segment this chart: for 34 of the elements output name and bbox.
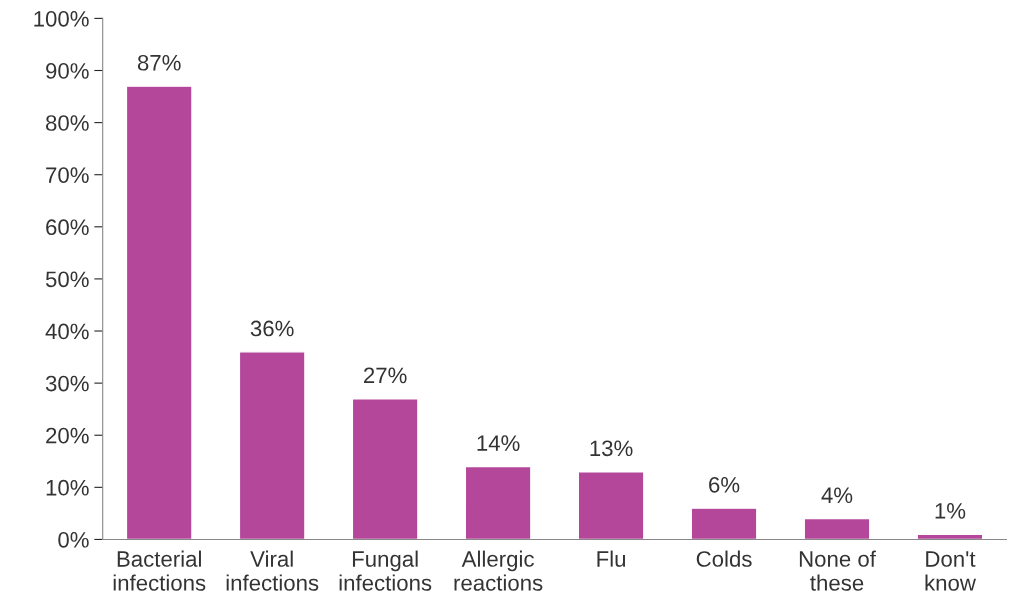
y-tick-label: 30% (45, 375, 89, 392)
data-label: 14% (477, 435, 520, 451)
data-label: 87% (137, 54, 181, 71)
y-tick-label: 20% (46, 427, 89, 444)
x-tick-label: Colds (696, 550, 752, 567)
x-tick-label: Allergic reactions (454, 550, 543, 591)
y-tick-label: 40% (45, 323, 89, 340)
bar (125, 85, 193, 540)
data-label: 1% (935, 503, 966, 519)
y-tick-label: 70% (46, 167, 89, 183)
y-tick-label: 60% (46, 219, 89, 236)
data-label: 36% (250, 320, 294, 337)
data-label: 13% (590, 440, 633, 457)
y-tick-label: 80% (46, 115, 89, 131)
x-tick-label: Flu (597, 550, 626, 567)
bar (351, 398, 419, 540)
bar (690, 507, 758, 540)
x-tick-label: Viral infections (226, 550, 319, 591)
bar (577, 471, 645, 540)
bar (803, 517, 871, 540)
x-tick-label: Don't know (925, 551, 976, 591)
x-tick-label: Fungal infections (339, 550, 432, 591)
y-tick-label: 10% (46, 479, 89, 496)
y-tick-label: 90% (46, 63, 89, 79)
data-label: 4% (821, 487, 853, 504)
data-label: 27% (364, 367, 407, 384)
data-label: 6% (709, 476, 740, 493)
x-tick-label: None of these (799, 550, 876, 591)
bar (238, 351, 306, 540)
y-tick-label: 50% (45, 271, 89, 288)
bar (464, 465, 532, 540)
y-tick-label: 0% (58, 531, 89, 548)
y-tick-label: 100% (34, 10, 89, 27)
x-tick-label: Bacterial infections (113, 550, 206, 591)
